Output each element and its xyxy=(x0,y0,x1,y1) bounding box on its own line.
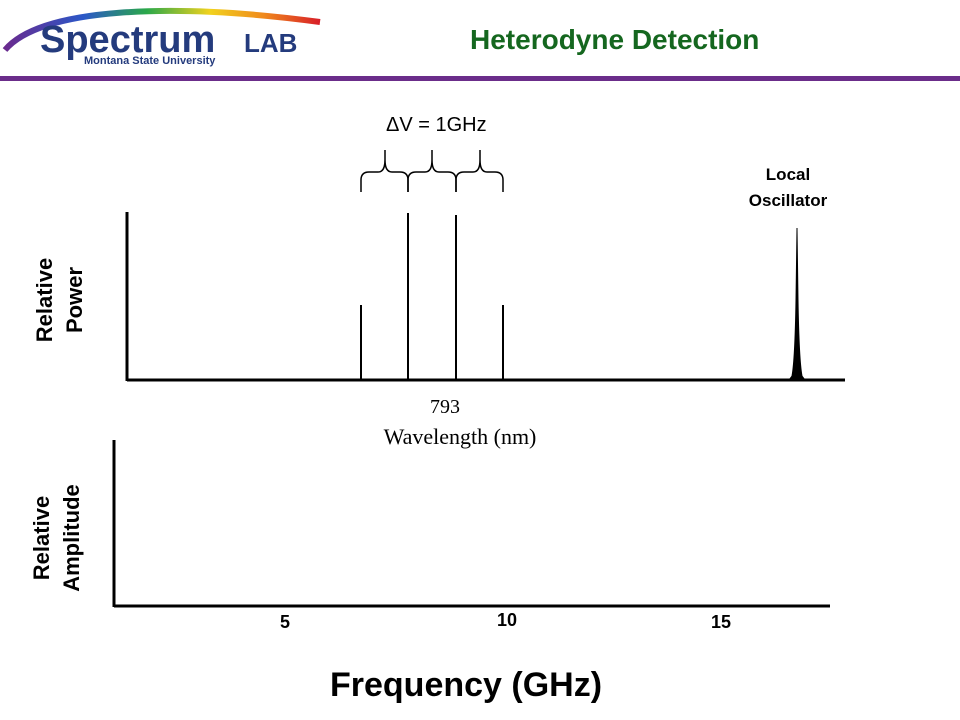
relative-power-label-line-1: Relative xyxy=(32,257,57,343)
wavelength-axis-label: Wavelength (nm) xyxy=(383,424,537,449)
frequency-tick-15: 15 xyxy=(711,612,732,632)
logo-text-lab: LAB xyxy=(244,28,297,58)
relative-amplitude-label-line-1: Relative xyxy=(29,495,54,581)
spacing-brace-1 xyxy=(360,150,409,192)
spacing-label: ΔV = 1GHz xyxy=(386,114,487,136)
relative-power-label: Relative Power xyxy=(30,240,90,360)
spacing-brace-3 xyxy=(455,150,504,192)
relative-power-label-line-2: Power xyxy=(62,266,87,334)
spacing-brace-2 xyxy=(407,150,457,192)
local-oscillator-label-line-1: Local xyxy=(765,165,811,184)
relative-amplitude-label: Relative Amplitude xyxy=(27,463,87,613)
slide-title: Heterodyne Detection xyxy=(470,24,760,55)
frequency-axis-label: Frequency (GHz) xyxy=(330,666,603,704)
frequency-tick-10: 10 xyxy=(497,610,518,630)
local-oscillator-label-line-2: Oscillator xyxy=(748,191,828,210)
logo-text-main: Spectrum xyxy=(40,19,215,61)
relative-amplitude-label-line-2: Amplitude xyxy=(59,484,84,592)
header-rule xyxy=(0,76,960,81)
logo-text-sub: Montana State University xyxy=(84,55,216,67)
frequency-tick-5: 5 xyxy=(280,612,291,632)
spectrum-lab-logo: Spectrum LAB Montana State University xyxy=(2,7,321,67)
local-oscillator-label: Local Oscillator xyxy=(720,162,856,214)
local-oscillator-peak xyxy=(788,227,806,381)
wavelength-center-value: 793 xyxy=(430,396,460,418)
